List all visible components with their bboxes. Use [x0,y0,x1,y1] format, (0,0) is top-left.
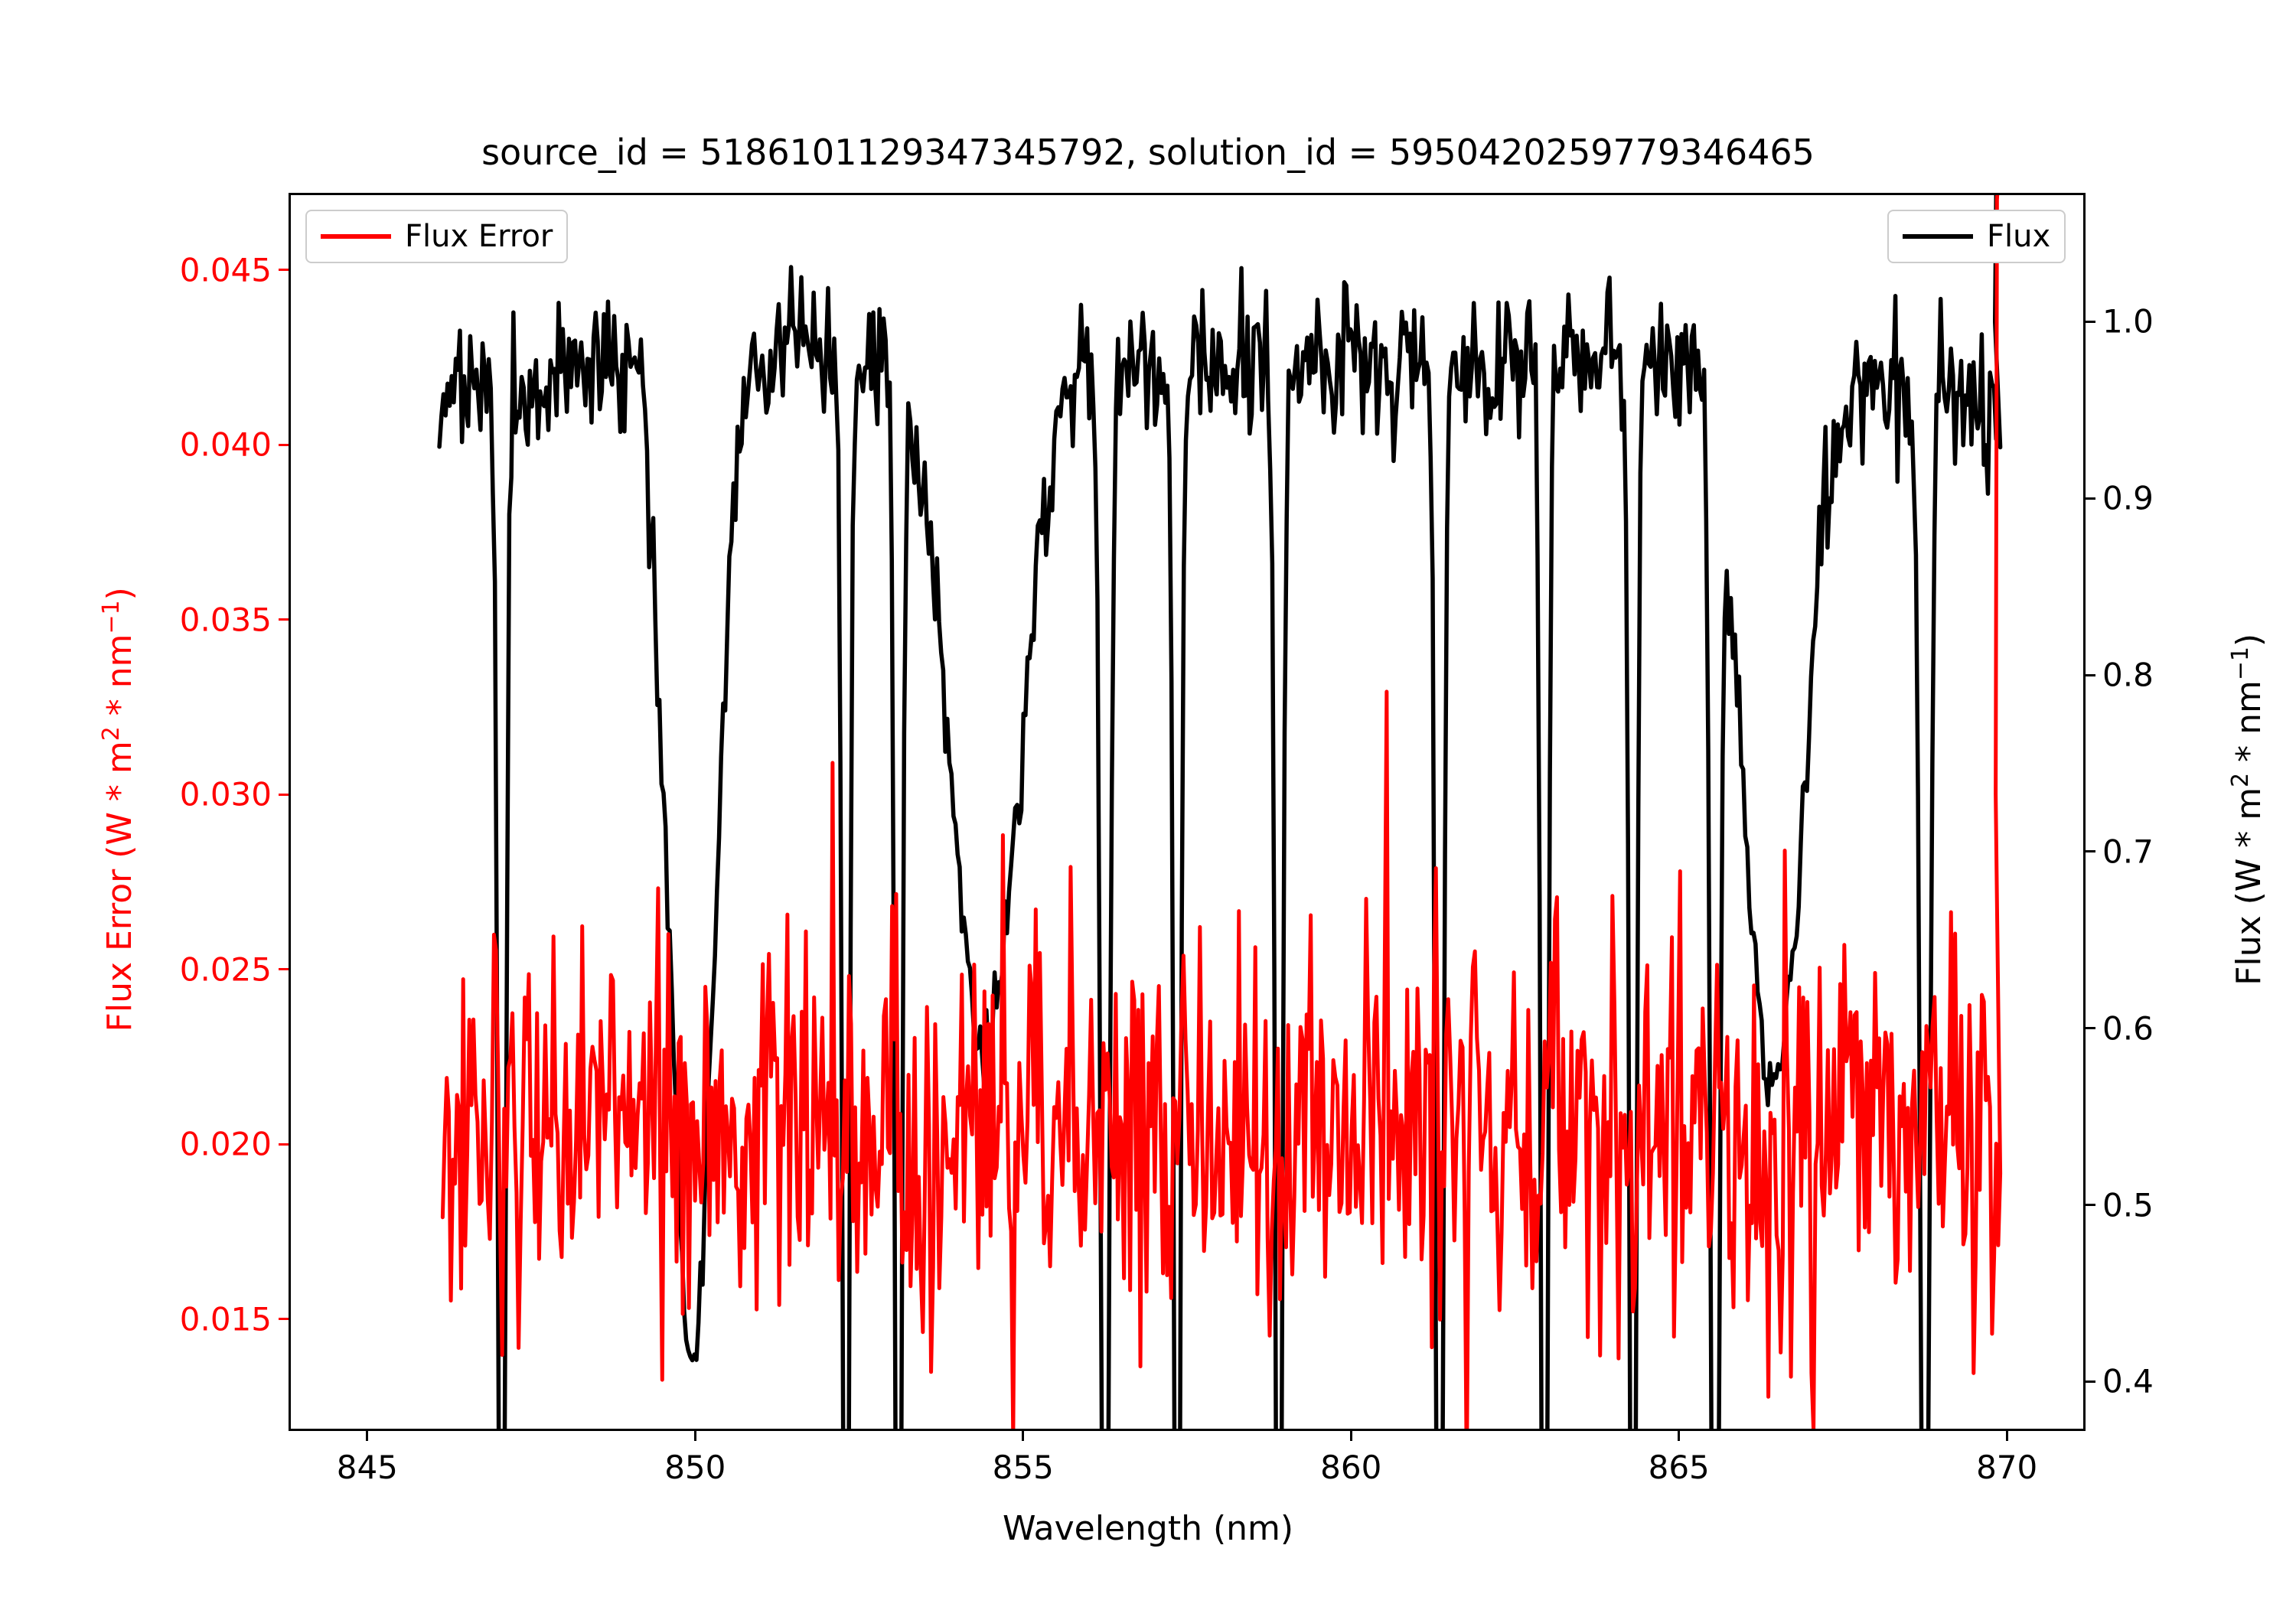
x-tick-mark [1022,1431,1025,1441]
y-tick-mark-right [2086,673,2095,676]
y-tick-mark-right [2086,850,2095,853]
y-tick-mark-left [279,793,289,796]
y-tick-mark-right [2086,320,2095,323]
page-title: source_id = 5186101129347345792, solutio… [481,132,1815,173]
y-axis-left-label: Flux Error (W * m2 * nm−1) [98,587,139,1032]
x-tick-mark [1349,1431,1352,1441]
flux-series-line [437,195,2003,1429]
plot-canvas [437,195,2003,1429]
x-tick-label: 860 [1320,1449,1382,1486]
y-tick-mark-left [279,618,289,621]
y-tick-mark-right [2086,1204,2095,1207]
y-tick-mark-left [279,269,289,272]
x-tick-mark [1678,1431,1681,1441]
y-tick-label-right: 1.0 [2102,302,2154,341]
y-tick-mark-left [279,968,289,971]
x-tick-label: 845 [336,1449,398,1486]
y-tick-label-left: 0.025 [179,950,272,989]
x-tick-label: 850 [664,1449,726,1486]
axes-frame [289,193,2086,1431]
legend-flux: Flux [1887,210,2066,263]
legend-flux-error: Flux Error [305,210,569,263]
x-tick-label: 870 [1976,1449,2038,1486]
legend-label-flux-error: Flux Error [405,219,553,254]
y-tick-mark-right [2086,1027,2095,1030]
y-tick-mark-left [279,443,289,446]
y-tick-label-right: 0.6 [2102,1009,2154,1048]
y-tick-label-right: 0.7 [2102,833,2154,871]
y-tick-label-right: 0.8 [2102,656,2154,694]
y-tick-label-left: 0.015 [179,1300,272,1338]
y-tick-label-left: 0.035 [179,601,272,639]
y-tick-label-right: 0.4 [2102,1362,2154,1400]
legend-line-icon-flux [1903,234,1973,239]
y-tick-label-left: 0.020 [179,1125,272,1163]
x-tick-mark [693,1431,696,1441]
legend-label-flux: Flux [1987,219,2051,254]
y-tick-mark-right [2086,1380,2095,1383]
y-tick-label-right: 0.9 [2102,479,2154,517]
x-tick-label: 855 [992,1449,1054,1486]
y-tick-mark-right [2086,497,2095,500]
y-tick-label-right: 0.5 [2102,1186,2154,1224]
x-tick-mark [366,1431,369,1441]
y-tick-label-left: 0.040 [179,425,272,464]
y-tick-label-left: 0.045 [179,251,272,289]
x-axis-label: Wavelength (nm) [1002,1509,1294,1548]
legend-line-icon-flux-error [321,234,391,239]
y-tick-label-left: 0.030 [179,775,272,813]
y-tick-mark-left [279,1143,289,1146]
x-tick-mark [2005,1431,2008,1441]
y-tick-mark-left [279,1318,289,1321]
flux-error-series-line [440,195,2003,1429]
x-tick-label: 865 [1648,1449,1710,1486]
y-axis-right-label: Flux (W * m2 * nm−1) [2227,633,2268,986]
